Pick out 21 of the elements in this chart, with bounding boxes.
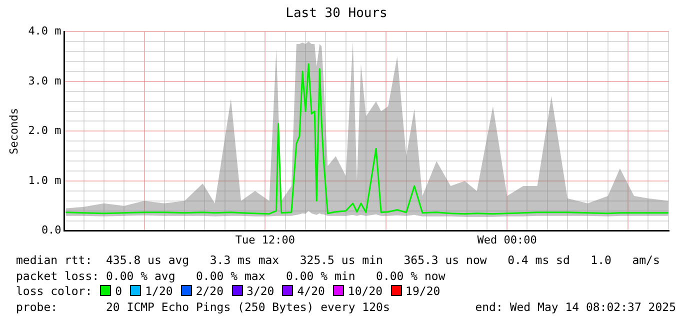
text: packet loss: 0.00 % avg 0.00 % max 0.00 % min 0.00 % now bbox=[16, 268, 446, 284]
y-tick-label: 4.0 m bbox=[28, 24, 62, 38]
legend-label: 10/20 bbox=[348, 284, 383, 298]
y-tick-label: 3.0 m bbox=[28, 74, 62, 88]
legend-label: 4/20 bbox=[297, 284, 325, 298]
x-tick-label: Tue 12:00 bbox=[235, 233, 296, 246]
text: median rtt: 435.8 us avg 3.3 ms max 325.5 us min 365.3 us now 0.4 ms sd 1.0 am/s bbox=[16, 253, 661, 268]
y-tick-label: 0.0 bbox=[41, 224, 62, 237]
chart-title: Last 30 Hours bbox=[286, 6, 388, 22]
text: end: Wed May 14 08:02:37 2025 bbox=[475, 300, 676, 315]
legend-label: 1/20 bbox=[145, 284, 173, 298]
legend-label: 3/20 bbox=[246, 284, 274, 298]
legend-label: 19/20 bbox=[406, 284, 440, 298]
x-tick-label: Wed 00:00 bbox=[477, 233, 537, 246]
legend-title: loss color: bbox=[16, 284, 92, 298]
text: probe: 20 ICMP Echo Pings (250 Bytes) every 120s bbox=[16, 300, 390, 314]
y-axis-title: Seconds bbox=[7, 108, 20, 154]
legend-label: 2/20 bbox=[196, 284, 224, 298]
legend-label: 0 bbox=[115, 284, 122, 298]
y-tick-label: 1.0 m bbox=[28, 174, 62, 187]
y-tick-label: 2.0 m bbox=[28, 124, 62, 138]
